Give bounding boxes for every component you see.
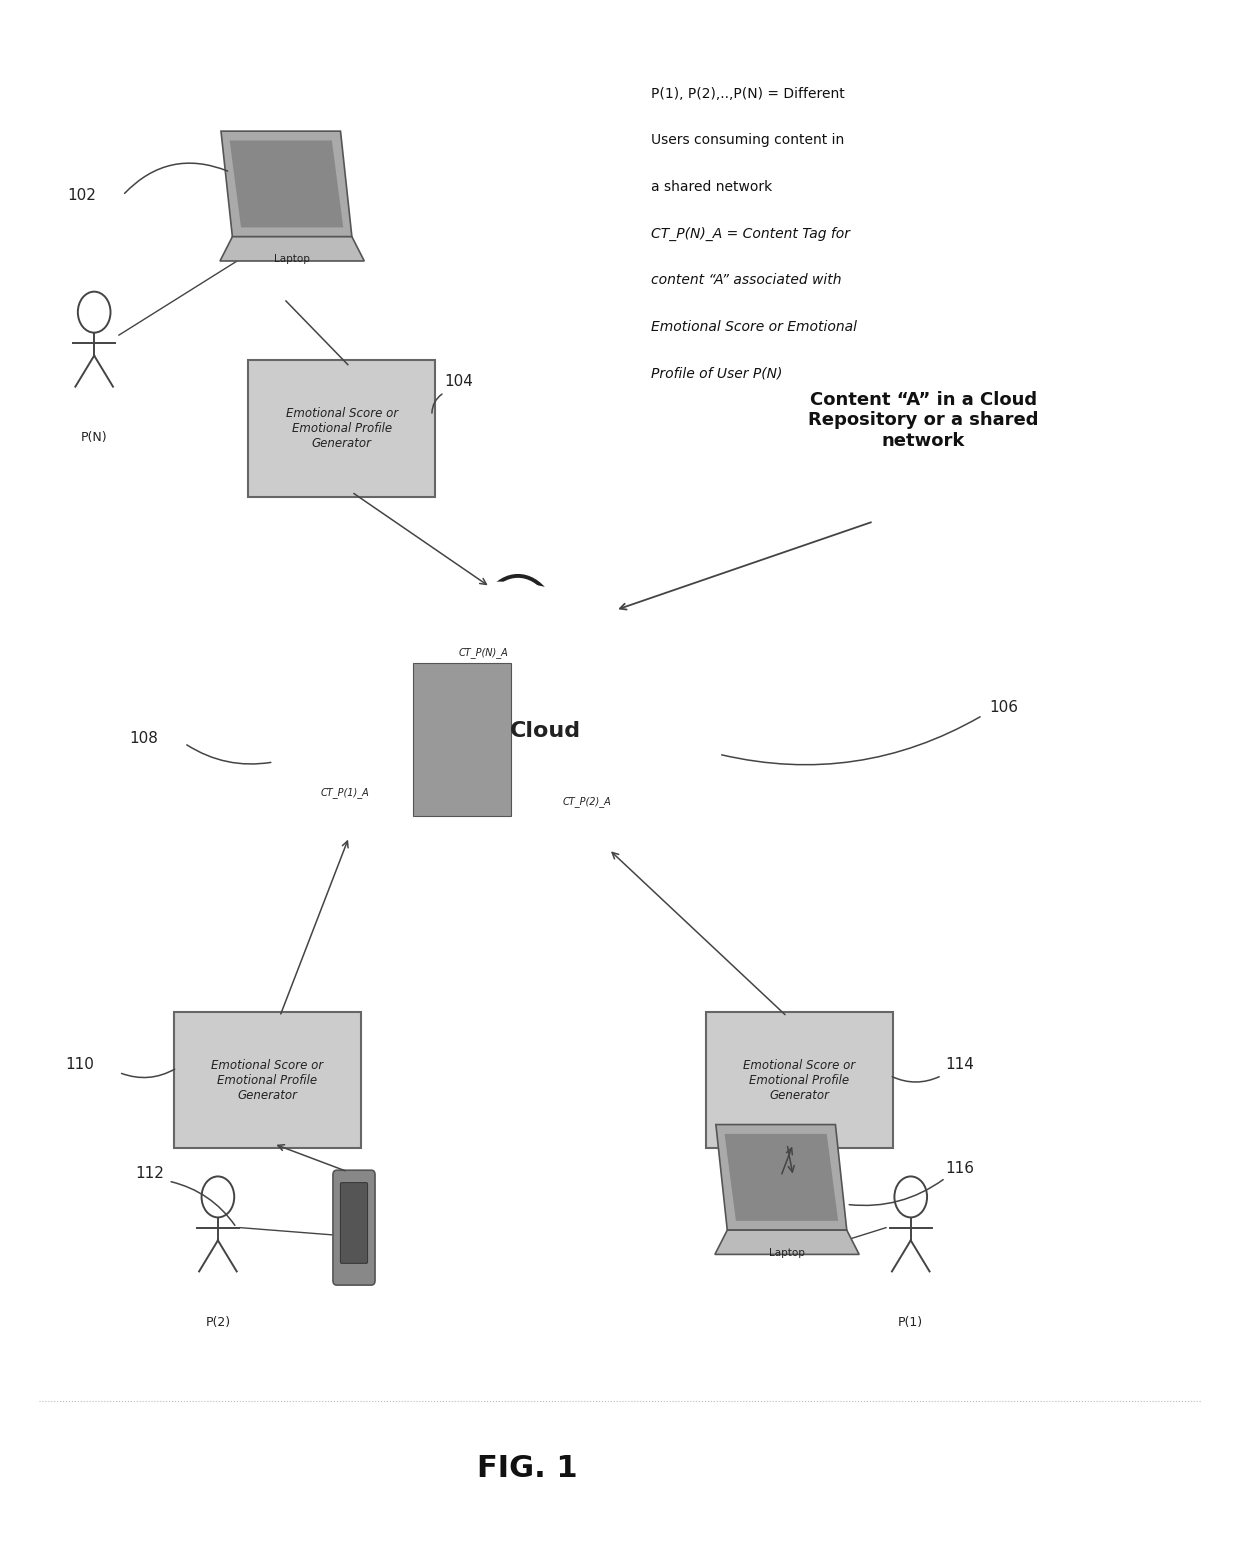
Ellipse shape (258, 543, 734, 935)
Text: P(1): P(1) (898, 1316, 924, 1330)
Text: 112: 112 (135, 1166, 164, 1180)
FancyBboxPatch shape (413, 662, 511, 816)
Text: Laptop: Laptop (769, 1247, 805, 1258)
Polygon shape (724, 1134, 838, 1221)
Ellipse shape (306, 582, 687, 896)
Text: Emotional Score or
Emotional Profile
Generator: Emotional Score or Emotional Profile Gen… (285, 407, 398, 449)
Text: Laptop: Laptop (274, 255, 310, 264)
Ellipse shape (610, 734, 668, 809)
FancyBboxPatch shape (706, 1012, 893, 1149)
Ellipse shape (552, 614, 622, 706)
Polygon shape (715, 1230, 859, 1255)
Ellipse shape (558, 785, 625, 865)
Text: 106: 106 (990, 700, 1018, 715)
Ellipse shape (477, 575, 558, 687)
Text: Cloud: Cloud (510, 722, 582, 740)
Text: P(2): P(2) (206, 1316, 231, 1330)
Text: Emotional Score or Emotional: Emotional Score or Emotional (651, 320, 857, 334)
Text: 114: 114 (946, 1057, 975, 1071)
Text: 102: 102 (67, 188, 97, 202)
Text: a shared network: a shared network (651, 180, 773, 194)
FancyBboxPatch shape (248, 359, 435, 496)
Text: Emotional Score or
Emotional Profile
Generator: Emotional Score or Emotional Profile Gen… (743, 1059, 856, 1101)
Text: content “A” associated with: content “A” associated with (651, 274, 842, 288)
Polygon shape (229, 140, 343, 227)
Text: 108: 108 (129, 731, 159, 746)
Text: 104: 104 (445, 375, 474, 389)
Text: P(1), P(2),..,P(N) = Different: P(1), P(2),..,P(N) = Different (651, 87, 844, 101)
Text: 110: 110 (64, 1057, 94, 1071)
Text: CT_P(2)_A: CT_P(2)_A (563, 796, 611, 807)
Polygon shape (221, 131, 352, 236)
Text: Users consuming content in: Users consuming content in (651, 134, 844, 148)
Polygon shape (715, 1124, 847, 1230)
Text: FIG. 1: FIG. 1 (477, 1454, 578, 1483)
Ellipse shape (410, 599, 487, 700)
Polygon shape (219, 236, 365, 261)
Text: Emotional Score or
Emotional Profile
Generator: Emotional Score or Emotional Profile Gen… (211, 1059, 324, 1101)
Text: 116: 116 (946, 1162, 975, 1176)
Text: CT_P(1)_A: CT_P(1)_A (320, 787, 370, 798)
Text: CT_P(N)_A = Content Tag for: CT_P(N)_A = Content Tag for (651, 227, 849, 241)
Text: CT_P(N)_A: CT_P(N)_A (459, 647, 508, 658)
Ellipse shape (482, 802, 553, 882)
Text: P(N): P(N) (81, 431, 108, 445)
Ellipse shape (345, 737, 404, 812)
Ellipse shape (348, 653, 419, 746)
Ellipse shape (410, 791, 477, 865)
FancyBboxPatch shape (341, 1183, 367, 1263)
Text: Content “A” in a Cloud
Repository or a shared
network: Content “A” in a Cloud Repository or a s… (808, 390, 1038, 451)
FancyBboxPatch shape (174, 1012, 361, 1149)
FancyBboxPatch shape (334, 1171, 374, 1284)
Text: Profile of User P(N): Profile of User P(N) (651, 365, 782, 379)
Ellipse shape (608, 672, 670, 756)
